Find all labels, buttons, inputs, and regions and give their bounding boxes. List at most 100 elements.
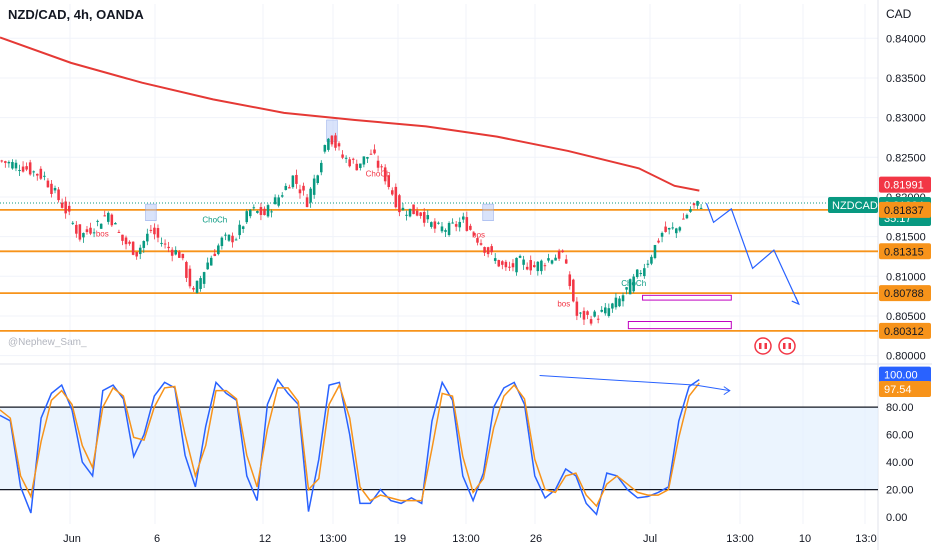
candle-body xyxy=(454,224,458,227)
candle-body xyxy=(39,168,43,179)
candle-body xyxy=(632,276,635,292)
candle-body xyxy=(508,266,511,268)
candle-body xyxy=(525,266,529,270)
badge-bg xyxy=(879,285,931,302)
time-tick-label: 13:00 xyxy=(319,533,347,545)
canada-flag-icon xyxy=(754,337,772,355)
structure-label: bos xyxy=(472,230,485,239)
candle-body xyxy=(348,159,351,167)
price-tick-label: 0.80500 xyxy=(886,311,926,323)
price-tick-label: 0.83000 xyxy=(886,113,926,125)
candle-body xyxy=(344,157,348,159)
candle-body xyxy=(82,232,85,238)
candle-body xyxy=(43,175,46,177)
candle-body xyxy=(231,235,234,243)
candle-body xyxy=(67,205,71,212)
candle-body xyxy=(245,211,248,223)
candle-body xyxy=(92,232,96,234)
candle-body xyxy=(192,287,195,290)
badge-text: 0.81315 xyxy=(884,246,924,258)
candle-body xyxy=(660,232,664,237)
candle-body xyxy=(238,224,241,236)
candle-body xyxy=(490,246,493,253)
level-badge: 0.80312 xyxy=(879,322,931,339)
candle-body xyxy=(241,226,245,229)
candle-body xyxy=(621,295,625,302)
candle-body xyxy=(568,274,572,287)
time-tick-label: Jul xyxy=(643,533,657,545)
projection-line xyxy=(705,203,800,305)
event-flags[interactable] xyxy=(754,337,796,355)
candle-body xyxy=(547,258,550,261)
candle-body xyxy=(593,311,596,317)
badge-bg xyxy=(879,201,931,218)
price-axis[interactable]: 0.840000.835000.830000.825000.820000.815… xyxy=(828,33,931,524)
candle-body xyxy=(110,214,114,226)
candle-body xyxy=(295,174,298,184)
candle-body xyxy=(394,186,398,208)
candle-body xyxy=(433,221,437,229)
candle-body xyxy=(515,257,518,273)
candle-body xyxy=(256,211,259,213)
candle-body xyxy=(280,195,284,197)
candle-body xyxy=(447,222,451,236)
badge-text: NZDCAD xyxy=(832,200,878,212)
structure-label: ChoCh xyxy=(366,169,391,178)
badge-bg xyxy=(879,366,931,383)
badge-bg xyxy=(879,381,931,398)
candle-body xyxy=(408,208,412,217)
candle-body xyxy=(529,260,532,271)
candle-body xyxy=(575,301,579,316)
candle-body xyxy=(323,145,327,152)
candle-body xyxy=(543,265,547,267)
candle-body xyxy=(78,224,82,240)
candle-body xyxy=(699,207,703,209)
badge-text: 0.80312 xyxy=(884,326,924,338)
candle-body xyxy=(277,197,280,206)
candle-body xyxy=(412,204,415,215)
badge-text: 0.81991 xyxy=(884,180,924,192)
candle-body xyxy=(462,216,465,220)
time-tick-label: 13:00 xyxy=(452,533,480,545)
candle-body xyxy=(128,241,131,244)
candle-body xyxy=(359,163,362,168)
candle-body xyxy=(554,257,557,261)
candle-body xyxy=(596,318,600,320)
oscillator-tick-label: 20.00 xyxy=(886,485,914,497)
structure-label: bos xyxy=(96,230,109,239)
support-resistance-levels[interactable] xyxy=(0,202,878,332)
candle-body xyxy=(366,157,369,159)
candle-body xyxy=(18,169,21,171)
candle-body xyxy=(327,138,330,150)
candle-body xyxy=(57,189,60,201)
candle-body xyxy=(227,234,231,241)
currency-label[interactable]: CAD xyxy=(886,7,912,21)
candle-body xyxy=(217,245,220,255)
candle-body xyxy=(497,260,501,267)
candle-body xyxy=(493,258,497,261)
candle-body xyxy=(504,261,508,268)
candle-body xyxy=(149,229,153,231)
price-tick-label: 0.80000 xyxy=(886,351,926,363)
candle-body xyxy=(579,312,582,314)
level-badge: 0.81315 xyxy=(879,243,931,260)
candle-body xyxy=(334,135,337,148)
candle-body xyxy=(202,272,206,284)
candle-body xyxy=(135,251,138,257)
candle-body xyxy=(614,297,618,308)
candle-body xyxy=(625,287,628,290)
candle-body xyxy=(664,226,667,232)
candle-body xyxy=(444,230,447,232)
candle-body xyxy=(369,153,373,155)
candle-body xyxy=(330,135,334,145)
candle-body xyxy=(195,280,199,293)
time-axis[interactable]: Jun 6 12 13:00 19 13:00 26 Jul 13:00 10 13:0 xyxy=(63,533,877,545)
time-tick-label: Jun xyxy=(63,533,81,545)
divergence-line xyxy=(539,375,696,386)
supply-zone-box xyxy=(642,294,732,301)
candle-body xyxy=(643,268,646,277)
time-tick-label: 6 xyxy=(154,533,160,545)
candle-body xyxy=(64,201,67,214)
structure-label: ChoCh xyxy=(621,279,646,288)
